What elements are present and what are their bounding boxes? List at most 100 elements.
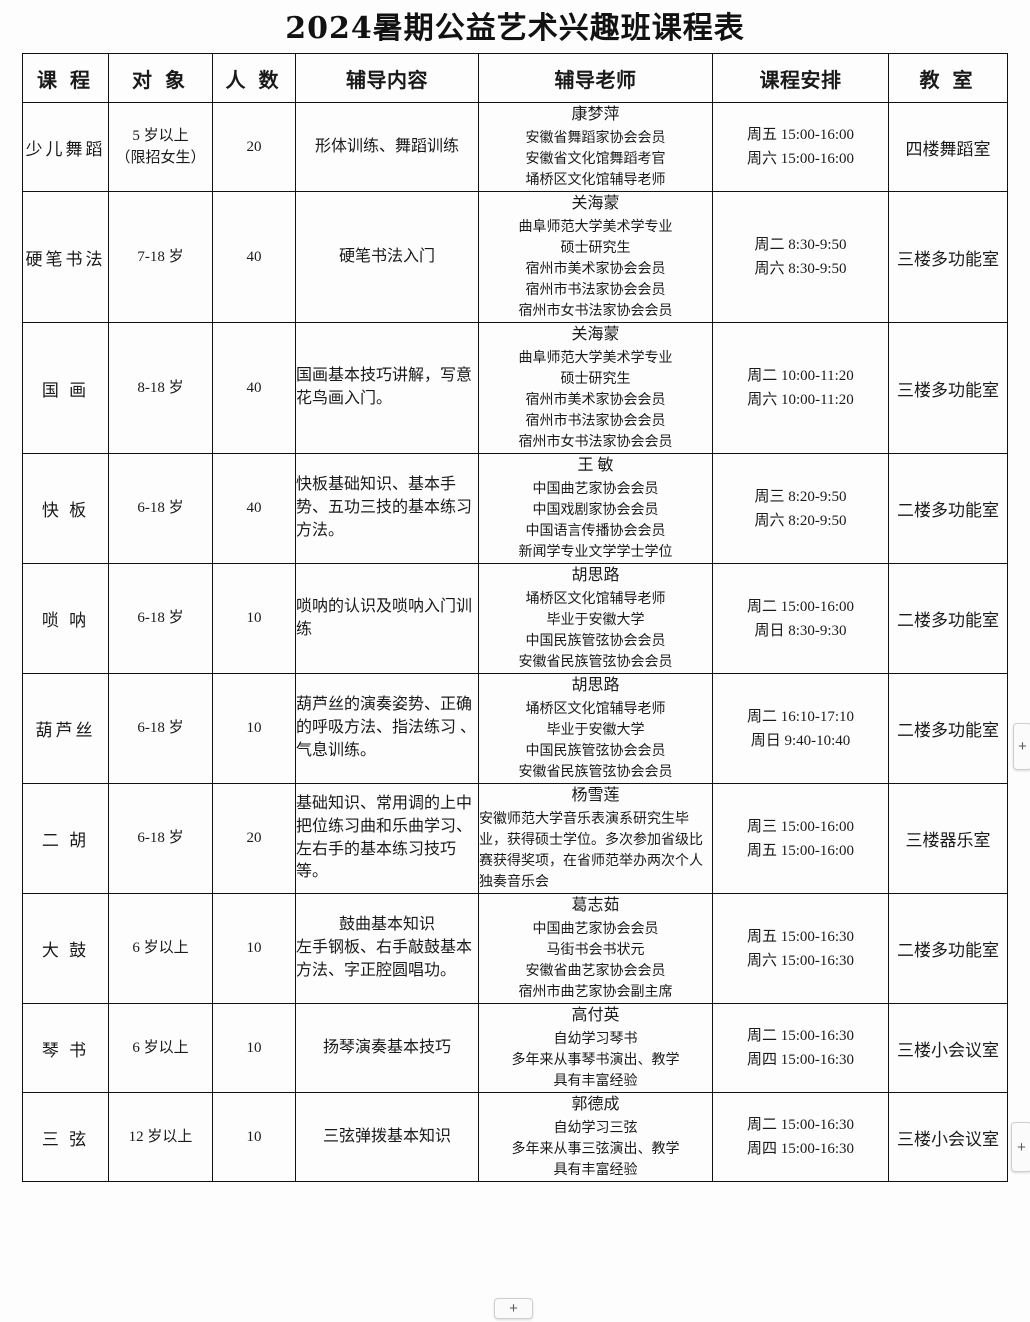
schedule-line: 周五 15:00-16:30 [746, 928, 855, 945]
teacher-name: 高付英 [571, 1007, 620, 1024]
target-line: 12 岁以上 [128, 1128, 193, 1145]
cell-schedule: 周二 15:00-16:30 周四 15:00-16:30 [712, 1092, 889, 1182]
teacher-credential-line: 自幼学习三弦 [553, 1121, 638, 1136]
cell-course: 快 板 [22, 453, 109, 564]
cell-count: 10 [212, 1003, 296, 1093]
teacher-credential-line: 埇桥区文化馆辅导老师 [525, 173, 666, 188]
schedule-line: 周六 15:00-16:30 [746, 952, 855, 969]
teacher-credential-line: 硕士研究生 [560, 372, 631, 387]
content-line: 三弦弹拨基本知识 [322, 1127, 451, 1145]
cell-count: 40 [212, 191, 296, 323]
cell-schedule: 周二 15:00-16:30 周四 15:00-16:30 [712, 1003, 889, 1093]
schedule-line: 周二 8:30-9:50 [754, 237, 847, 253]
cell-content: 国画基本技巧讲解，写意花鸟画入门。 [295, 322, 479, 454]
teacher-name: 关海蒙 [571, 326, 620, 343]
table-row: 三 弦 12 岁以上 10 三弦弹拨基本知识 郭德成 自幼学习三弦 多年来从事三弦演出、教学… [22, 1092, 1008, 1182]
content-line: 基础知识、常用调的上中把位练习曲和乐曲学习、左右手的基本练习技巧等。 [296, 795, 473, 881]
teacher-credential-line: 多年来从事琴书演出、教学 [511, 1053, 680, 1068]
cell-count: 10 [212, 563, 296, 674]
table-row: 二 胡 6-18 岁 20 基础知识、常用调的上中把位练习曲和乐曲学习、左右手的基本练… [22, 783, 1008, 894]
teacher-credential-line: 宿州市美术家协会会员 [525, 393, 666, 408]
cell-schedule: 周五 15:00-16:00 周六 15:00-16:00 [712, 102, 889, 192]
schedule-line: 周六 8:20-9:50 [754, 512, 847, 529]
content-line: 硬笔书法入门 [338, 247, 435, 265]
cell-course: 琴 书 [22, 1003, 109, 1093]
add-row-bottom-button[interactable]: + [494, 1298, 533, 1319]
cell-count: 40 [212, 322, 296, 454]
teacher-credential-line: 曲阜师范大学美术学专业 [518, 351, 673, 366]
teacher-credential-line: 埇桥区文化馆辅导老师 [525, 592, 666, 607]
cell-count: 20 [212, 102, 296, 192]
teacher-credential-line: 中国戏剧家协会会员 [532, 503, 659, 518]
add-row-right-button-lower[interactable]: + [1011, 1122, 1030, 1172]
teacher-credential-line: 中国民族管弦协会会员 [525, 634, 666, 649]
add-row-right-button-upper[interactable]: + [1013, 723, 1030, 770]
table-row: 唢 呐 6-18 岁 10 唢呐的认识及唢呐入门训练 胡思路 埇桥区文化馆辅导老师 毕业于安… [22, 563, 1008, 674]
cell-count: 10 [212, 673, 296, 784]
target-line: 7-18 岁 [137, 248, 184, 265]
table-row: 国 画 8-18 岁 40 国画基本技巧讲解，写意花鸟画入门。 关海蒙 曲阜师范大学美术学… [22, 322, 1008, 454]
table-row: 葫芦丝 6-18 岁 10 葫芦丝的演奏姿势、正确的呼吸方法、指法练习 、气息训练。胡… [22, 673, 1008, 784]
cell-schedule: 周五 15:00-16:30 周六 15:00-16:30 [712, 893, 889, 1004]
teacher-credential-line: 宿州市书法家协会会员 [525, 414, 666, 429]
cell-teacher: 杨雪莲 安徽师范大学音乐表演系研究生毕业，获得硕士学位。多次参加省级比赛获得奖项，… [478, 783, 713, 894]
content-line: 快板基础知识、基本手势、五功三技的基本练习方法。 [296, 476, 473, 539]
cell-target: 12 岁以上 [108, 1092, 213, 1182]
cell-teacher: 葛志茹 中国曲艺家协会会员 马街书会书状元 安徽省曲艺家协会会员 宿州市曲艺家协会副主席 [478, 893, 713, 1004]
cell-target: 6-18 岁 [108, 563, 213, 674]
target-line: 6 岁以上 [132, 940, 189, 957]
column-header-count: 人 数 [212, 53, 296, 103]
cell-content: 唢呐的认识及唢呐入门训练 [295, 563, 479, 674]
cell-course: 三 弦 [22, 1092, 109, 1182]
cell-content: 鼓曲基本知识 左手钢板、右手敲鼓基本方法、字正腔圆唱功。 [295, 893, 479, 1004]
schedule-line: 周六 15:00-16:00 [746, 151, 855, 167]
schedule-line: 周五 15:00-16:00 [746, 127, 855, 143]
target-line: 6-18 岁 [137, 720, 184, 737]
table-header-row: 课 程 对 象 人 数 辅导内容 辅导老师 课程安排 教 室 [22, 53, 1008, 103]
content-line: 形体训练、舞蹈训练 [314, 137, 459, 155]
cell-teacher: 康梦萍 安徽省舞蹈家协会会员 安徽省文化馆舞蹈考官 埇桥区文化馆辅导老师 [478, 102, 713, 192]
teacher-credential-line: 宿州市女书法家协会会员 [518, 435, 673, 450]
teacher-credential-line: 具有丰富经验 [553, 1163, 638, 1178]
teacher-credential-line: 安徽省曲艺家协会会员 [525, 964, 666, 979]
cell-room: 三楼器乐室 [888, 783, 1008, 894]
cell-room: 三楼多功能室 [888, 322, 1008, 454]
schedule-line: 周四 15:00-16:30 [746, 1052, 855, 1068]
cell-content: 硬笔书法入门 [295, 191, 479, 323]
teacher-name: 胡思路 [571, 677, 620, 694]
teacher-credential-line: 毕业于安徽大学 [546, 613, 645, 628]
cell-room: 二楼多功能室 [888, 893, 1008, 1004]
teacher-credential-line: 安徽省文化馆舞蹈考官 [525, 152, 666, 167]
teacher-credential-line: 埇桥区文化馆辅导老师 [525, 702, 666, 717]
cell-schedule: 周三 15:00-16:00 周五 15:00-16:00 [712, 783, 889, 894]
cell-teacher: 胡思路 埇桥区文化馆辅导老师 毕业于安徽大学 中国民族管弦协会会员 安徽省民族管弦协会会… [478, 673, 713, 784]
cell-course: 唢 呐 [22, 563, 109, 674]
cell-teacher: 王 敏中国曲艺家协会会员 中国戏剧家协会会员 中国语言传播协会会员 新闻学专业文学学士… [478, 453, 713, 564]
teacher-credential-line: 自幼学习琴书 [553, 1032, 638, 1047]
column-header-target: 对 象 [108, 53, 213, 103]
target-line: 8-18 岁 [137, 379, 184, 396]
teacher-credential-line: 马街书会书状元 [546, 943, 645, 958]
table-row: 少儿舞蹈 5 岁以上 （限招女生） 20 形体训练、舞蹈训练 康梦萍 安徽省舞蹈家协会会员安… [22, 102, 1008, 192]
cell-count: 10 [212, 1092, 296, 1182]
column-header-schedule: 课程安排 [712, 53, 889, 103]
teacher-name: 王 敏 [577, 457, 614, 474]
cell-count: 40 [212, 453, 296, 564]
cell-room: 三楼小会议室 [888, 1003, 1008, 1093]
cell-schedule: 周二 10:00-11:20 周六 10:00-11:20 [712, 322, 889, 454]
column-header-course: 课 程 [22, 53, 109, 103]
teacher-credential-line: 具有丰富经验 [553, 1074, 638, 1089]
schedule-line: 周六 10:00-11:20 [747, 392, 854, 408]
cell-content: 扬琴演奏基本技巧 [295, 1003, 479, 1093]
cell-target: 8-18 岁 [108, 322, 213, 454]
cell-target: 6 岁以上 [108, 1003, 213, 1093]
schedule-line: 周二 10:00-11:20 [747, 368, 854, 384]
cell-room: 三楼多功能室 [888, 191, 1008, 323]
teacher-name: 关海蒙 [571, 195, 620, 212]
cell-schedule: 周二 15:00-16:00 周日 8:30-9:30 [712, 563, 889, 674]
teacher-name: 郭德成 [571, 1096, 620, 1113]
cell-schedule: 周二 16:10-17:10 周日 9:40-10:40 [712, 673, 889, 784]
schedule-line: 周二 15:00-16:30 [746, 1117, 855, 1133]
teacher-credential-line: 中国曲艺家协会会员 [532, 482, 659, 497]
cell-content: 三弦弹拨基本知识 [295, 1092, 479, 1182]
